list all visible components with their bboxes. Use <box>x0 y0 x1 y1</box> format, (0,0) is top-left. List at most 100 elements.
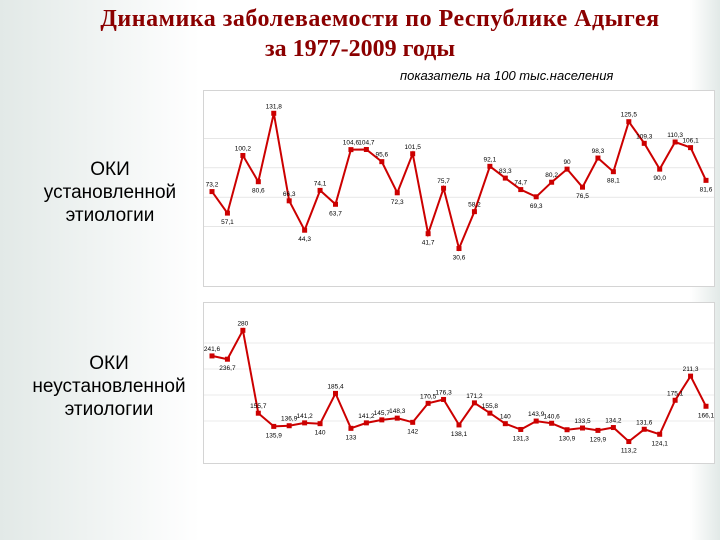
chart2-data-label: 133,5 <box>574 418 591 425</box>
chart1-point <box>394 190 400 196</box>
chart2-grid <box>204 342 714 422</box>
chart2-point <box>471 400 477 406</box>
chart1-point <box>564 166 570 172</box>
chart1-data-label: 88,1 <box>607 178 620 185</box>
chart2-data-label: 134,2 <box>605 418 622 425</box>
chart1-row-label: ОКИ установленной этиологии <box>43 159 177 226</box>
chart2-point <box>333 390 338 396</box>
chart2-point <box>564 427 570 433</box>
chart1-point <box>224 210 230 216</box>
chart2-point <box>626 439 632 445</box>
chart2-data-label: 166,1 <box>698 412 714 419</box>
chart1-point <box>626 119 632 125</box>
chart2-data-label: 131,3 <box>513 435 530 442</box>
chart2-data-label: 170,5 <box>420 393 437 400</box>
chart1-data-label: 80,2 <box>545 172 558 179</box>
chart1-data-label: 92,1 <box>484 156 497 163</box>
chart2-row-label: ОКИ неустановленной этиологии <box>32 353 186 420</box>
chart2-point <box>610 425 616 431</box>
chart1-data-label: 41,7 <box>422 240 435 247</box>
chart2-data-label: 211,3 <box>683 366 699 373</box>
page-title-line1: Динамика заболеваемости по Республике Ад… <box>100 6 660 32</box>
chart1-point <box>595 155 601 161</box>
chart1-data-label: 110,3 <box>667 132 683 139</box>
chart1-point <box>688 145 694 151</box>
chart1-data-label: 90,0 <box>653 175 666 182</box>
chart2-point <box>703 403 709 409</box>
chart2-point <box>286 423 292 429</box>
chart1-data-label: 30,6 <box>453 255 466 262</box>
chart1-data-label: 75,7 <box>437 178 450 185</box>
chart2-data-label: 136,9 <box>281 416 298 423</box>
chart1-data-label: 69,3 <box>530 203 543 210</box>
chart2-point <box>441 396 447 402</box>
chart2-data-label: 135,9 <box>266 432 283 439</box>
chart2-data-label: 124,1 <box>652 440 669 447</box>
chart2-point <box>348 425 354 431</box>
chart2-data-label: 131,6 <box>636 419 653 426</box>
chart1-point <box>379 159 385 165</box>
chart1-point <box>502 175 508 181</box>
chart2-data-label: 241,6 <box>204 346 221 353</box>
chart1-data-label: 104,7 <box>358 139 375 146</box>
chart2-data-label: 145,7 <box>374 410 391 417</box>
chart1-point <box>441 185 447 191</box>
chart1-data-label: 83,3 <box>499 168 512 175</box>
chart2-data-label: 130,9 <box>559 436 576 443</box>
chart2-point <box>410 419 416 425</box>
chart1-point <box>425 231 431 237</box>
chart1-point <box>271 110 277 116</box>
chart2-point <box>672 397 678 403</box>
chart1-point <box>533 194 539 200</box>
chart2-data-label: 236,7 <box>219 365 236 372</box>
chart2-point <box>209 353 215 359</box>
chart1-point <box>471 209 477 215</box>
chart1-point <box>456 246 462 252</box>
chart2-point <box>487 410 493 416</box>
chart1-data-label: 74,7 <box>514 180 527 187</box>
chart2-data-label: 155,8 <box>482 403 499 410</box>
chart1-svg: 73,2 57,1 100,2 80,6 131,8 66,3 44,3 74,1 63,7 10… <box>204 103 714 262</box>
chart1-data-label: 44,3 <box>298 236 311 243</box>
chart1-point <box>703 177 709 183</box>
chart2-data-label: 140 <box>315 430 326 437</box>
chart1-panel: 73,2 57,1 100,2 80,6 131,8 66,3 44,3 74,1 63,7 10… <box>203 90 715 287</box>
chart2-point <box>379 417 385 423</box>
chart1-data-label: 100,2 <box>235 146 252 153</box>
chart1-data-label: 76,5 <box>576 193 589 200</box>
chart2-data-label: 138,1 <box>451 431 468 438</box>
chart2-point <box>240 327 246 333</box>
chart2-point <box>255 410 261 416</box>
chart1-data-label: 72,3 <box>391 199 404 206</box>
chart2-data-label: 175,1 <box>667 390 684 397</box>
chart2-data-label: 140 <box>500 414 511 421</box>
chart1-point <box>672 139 678 145</box>
chart2-point <box>533 418 539 424</box>
chart2-point <box>302 420 308 426</box>
chart2-point <box>394 415 400 421</box>
chart2-data-label: 171,2 <box>466 393 483 400</box>
chart2-point <box>317 421 323 427</box>
chart2-point <box>224 356 230 362</box>
chart1-data-label: 74,1 <box>314 180 327 187</box>
chart1-point <box>209 189 215 195</box>
chart2-data-label: 155,7 <box>250 403 267 410</box>
chart1-point <box>657 166 663 172</box>
chart1-data-label: 63,7 <box>329 210 342 217</box>
chart1-data-label: 106,1 <box>682 138 699 145</box>
chart2-data-label: 141,2 <box>296 413 313 420</box>
chart1-data-label: 131,8 <box>266 103 283 110</box>
chart1-point <box>240 153 246 159</box>
chart1-point <box>348 147 354 153</box>
chart1-point <box>641 140 647 146</box>
chart2-data-label: 280 <box>237 320 248 327</box>
chart1-data-label: 90 <box>563 159 571 166</box>
chart2-point <box>595 427 601 433</box>
chart1-data-label: 101,5 <box>405 144 422 151</box>
chart1-point <box>333 201 338 207</box>
chart1-point <box>610 169 616 175</box>
chart2-data-label: 140,6 <box>543 413 560 420</box>
chart1-data-label: 73,2 <box>206 182 219 189</box>
chart2-data-label: 143,9 <box>528 411 545 418</box>
